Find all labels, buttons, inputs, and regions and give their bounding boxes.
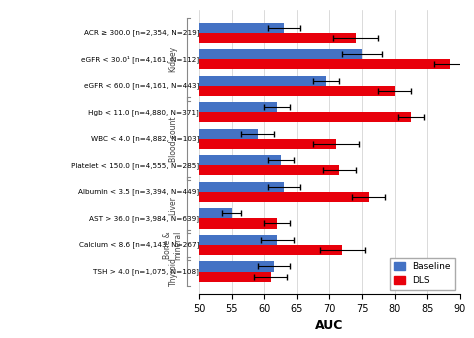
Bar [199, 129, 258, 139]
Text: Liver: Liver [169, 196, 177, 215]
Bar [199, 182, 284, 192]
Bar [199, 192, 368, 202]
Text: Platelet < 150.0 [n=4,555, N=285]: Platelet < 150.0 [n=4,555, N=285] [71, 162, 199, 169]
Bar [199, 261, 274, 271]
Text: AST > 36.0 [n=3,984, N=639]: AST > 36.0 [n=3,984, N=639] [89, 215, 199, 222]
Text: Blood count: Blood count [169, 116, 177, 162]
Text: Albumin < 3.5 [n=3,394, N=449]: Albumin < 3.5 [n=3,394, N=449] [78, 189, 199, 195]
Text: Bone &
mineral: Bone & mineral [164, 230, 182, 260]
Text: Kidney: Kidney [169, 46, 177, 72]
Text: Thyroid: Thyroid [169, 257, 177, 286]
Bar [199, 139, 336, 149]
Bar [199, 33, 356, 43]
Bar [199, 218, 277, 228]
Bar [199, 245, 342, 255]
Text: Hgb < 11.0 [n=4,880, N=371]: Hgb < 11.0 [n=4,880, N=371] [88, 109, 199, 116]
Legend: Baseline, DLS: Baseline, DLS [390, 258, 455, 290]
Bar [199, 86, 394, 96]
Text: eGFR < 60.0 [n=4,161, N=443]: eGFR < 60.0 [n=4,161, N=443] [84, 82, 199, 89]
Bar [199, 235, 277, 245]
Text: Calcium < 8.6 [n=4,143, N=267]: Calcium < 8.6 [n=4,143, N=267] [79, 242, 199, 248]
Bar [199, 59, 450, 69]
Bar [199, 271, 271, 282]
Bar [199, 208, 232, 218]
Bar [199, 76, 326, 86]
Bar [199, 155, 281, 165]
Bar [199, 23, 284, 33]
Text: eGFR < 30.0¹ [n=4,161, N=112]: eGFR < 30.0¹ [n=4,161, N=112] [81, 55, 199, 63]
Text: WBC < 4.0 [n=4,882, N=103]: WBC < 4.0 [n=4,882, N=103] [91, 136, 199, 142]
Text: TSH > 4.0 [n=1,075, N=108]: TSH > 4.0 [n=1,075, N=108] [93, 268, 199, 275]
Bar [199, 165, 339, 175]
Text: ACR ≥ 300.0 [n=2,354, N=219]: ACR ≥ 300.0 [n=2,354, N=219] [83, 29, 199, 36]
Bar [199, 112, 411, 122]
X-axis label: AUC: AUC [315, 319, 344, 332]
Bar [199, 49, 362, 59]
Bar [199, 102, 277, 112]
